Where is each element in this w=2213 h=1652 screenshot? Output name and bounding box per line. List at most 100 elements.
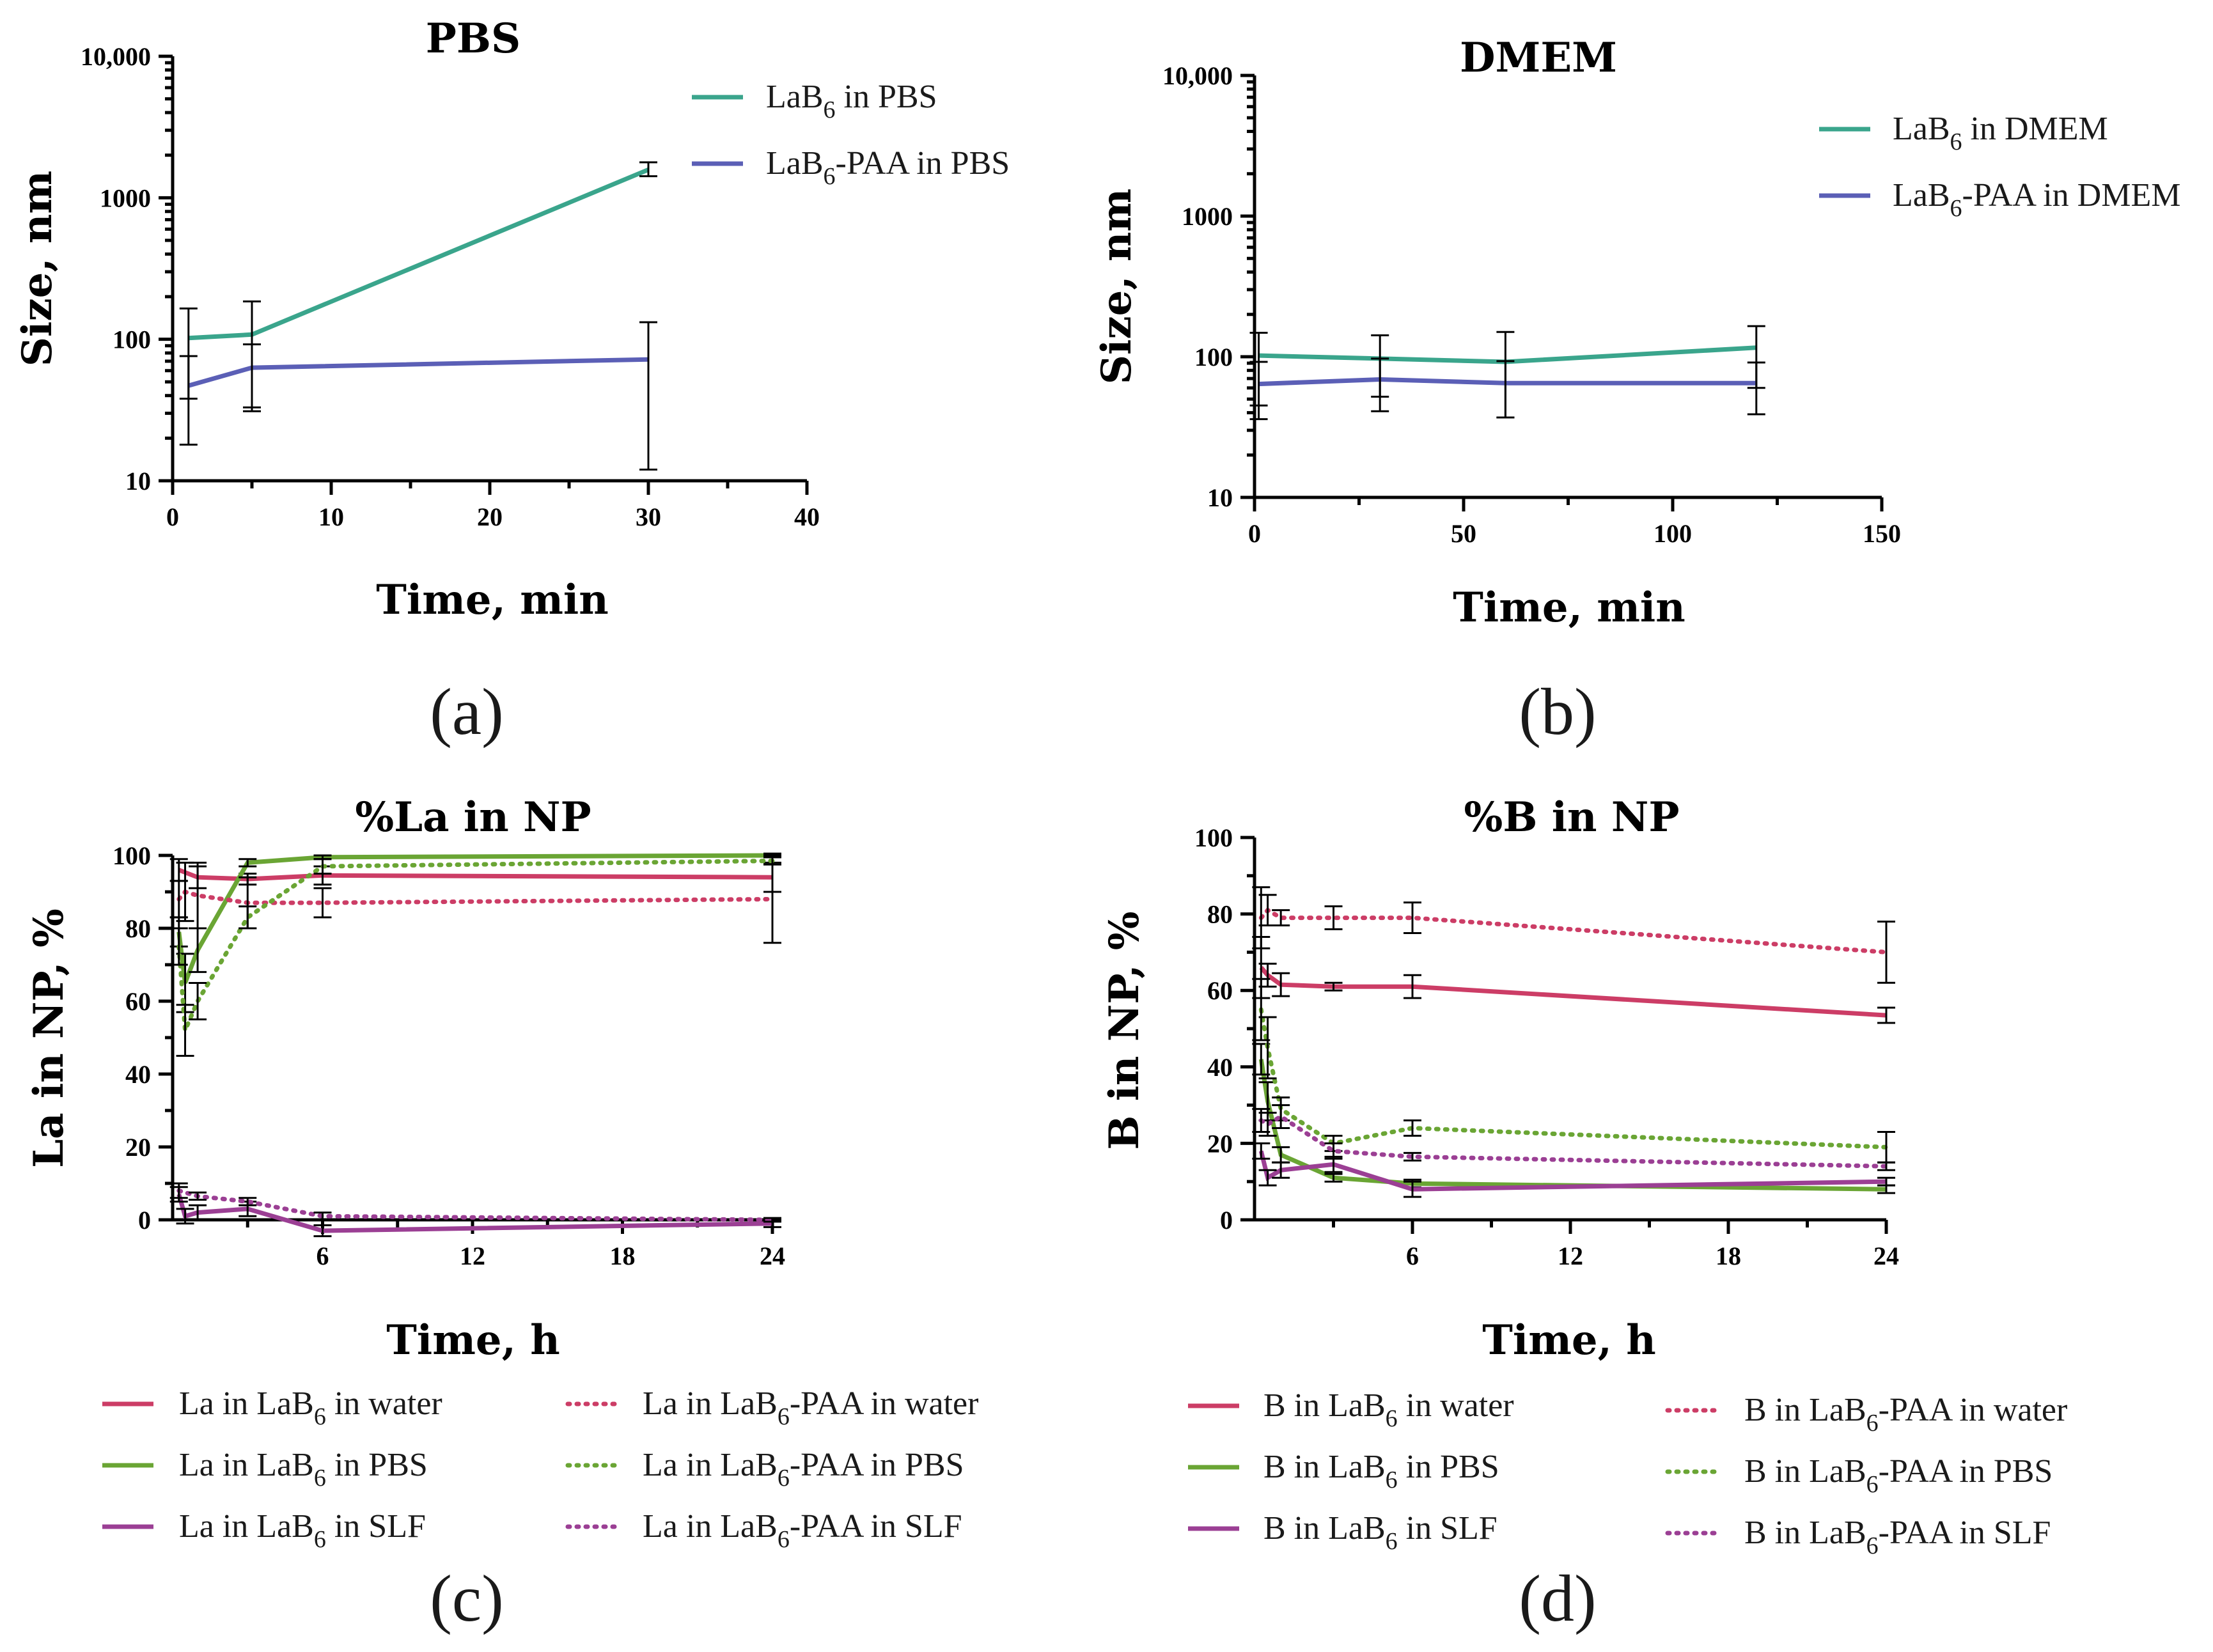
error-bar	[169, 927, 188, 966]
legend-label-base: La in LaB	[179, 1508, 314, 1545]
y-axis-label: Size, nm	[1093, 189, 1141, 384]
legend-item: B in LaB6-PAA in SLF	[1665, 1515, 2051, 1559]
error-bar	[1877, 1006, 1895, 1024]
legend-item: LaB6-PAA in DMEM	[1819, 177, 2180, 222]
legend-label-sub: 6	[1386, 1405, 1398, 1432]
legend-label-rest: -PAA in SLF	[1879, 1515, 2051, 1551]
legend-label-sub: 6	[1866, 1471, 1879, 1498]
legend-label-base: LaB	[1893, 111, 1950, 147]
error-bar	[1877, 1130, 1895, 1164]
legend-label-base: B in LaB	[1263, 1449, 1386, 1485]
y-tick-label: 80	[1207, 900, 1233, 929]
y-tick-label: 100	[1194, 823, 1233, 852]
series-b-in-lab6-in-water	[1252, 935, 1895, 1024]
legend-label-sub: 6	[824, 97, 836, 123]
error-bar	[1877, 1161, 1895, 1171]
legend-label: LaB6 in PBS	[766, 79, 937, 123]
y-tick-label: 80	[125, 914, 151, 943]
series-la-in-lab6-paa-in-pbs	[169, 856, 781, 1057]
legend-label: B in LaB6-PAA in PBS	[1744, 1453, 2053, 1498]
y-tick-label: 100	[113, 841, 151, 870]
chart-c: %La in NP 0 20 40 60 80 100 6 12 18 24 Time, h La in…	[25, 793, 978, 1635]
error-bar	[763, 854, 781, 944]
x-tick-label: 100	[1654, 519, 1692, 548]
y-tick-label: 60	[125, 987, 151, 1016]
series-line	[1258, 1007, 1889, 1149]
legend-label-sub: 6	[824, 163, 836, 190]
legend-label: B in LaB6 in SLF	[1263, 1510, 1497, 1555]
x-tick-label: 10	[318, 503, 344, 531]
y-tick-label: 10,000	[1162, 61, 1233, 90]
legend-label: La in LaB6 in PBS	[179, 1447, 428, 1492]
legend-item: B in LaB6-PAA in water	[1665, 1392, 2067, 1437]
legend-label-base: B in LaB	[1744, 1515, 1866, 1551]
legend-item: B in LaB6 in SLF	[1188, 1510, 1497, 1555]
legend: LaB6 in DMEM LaB6-PAA in DMEM	[1819, 111, 2180, 222]
error-bar	[1258, 1016, 1277, 1080]
series-line	[176, 889, 775, 905]
legend-label-base: LaB	[766, 79, 824, 115]
error-bar	[189, 982, 207, 1020]
error-bar	[1877, 1176, 1895, 1187]
error-bar	[1404, 1180, 1421, 1198]
error-bar	[1404, 1119, 1421, 1137]
series-line	[178, 868, 773, 882]
error-bar	[1272, 1146, 1290, 1164]
legend-label: La in LaB6 in water	[179, 1385, 442, 1430]
error-bar	[1404, 1151, 1421, 1162]
series-lab6-paa-in-dmem	[1249, 357, 1765, 421]
legend-label-base: La in LaB	[643, 1447, 778, 1483]
legend-label-base: LaB	[766, 145, 824, 182]
error-bar	[189, 1191, 207, 1201]
series-b-in-lab6-paa-in-pbs	[1252, 978, 1895, 1164]
legend-label-sub: 6	[1950, 129, 1962, 155]
legend-label: La in LaB6-PAA in water	[643, 1385, 978, 1430]
chart-title: %B in NP	[1464, 793, 1680, 841]
legend: LaB6 in PBS LaB6-PAA in PBS	[692, 79, 1010, 190]
series-line	[188, 168, 650, 341]
legend-label-base: B in LaB	[1744, 1453, 1866, 1490]
x-tick-label: 24	[760, 1242, 785, 1270]
x-axis-label: Time, min	[1453, 584, 1685, 632]
x-axis-label: Time, h	[1482, 1316, 1655, 1364]
legend-label-sub: 6	[314, 1403, 326, 1430]
y-tick-label: 20	[125, 1133, 151, 1162]
error-bar	[189, 1204, 207, 1221]
x-tick-label: 0	[1248, 519, 1261, 548]
legend-label-sub: 6	[778, 1526, 790, 1553]
x-tick-label: 12	[460, 1242, 485, 1270]
series-la-in-lab6-in-slf	[169, 1186, 781, 1238]
legend-label: LaB6-PAA in DMEM	[1893, 177, 2180, 222]
panel-label: (a)	[430, 675, 503, 749]
y-tick-label: 40	[125, 1060, 151, 1089]
chart-a: PBS 10 100 1000 10,000 0 10 20 30 40 Time, min Size…	[13, 15, 1010, 749]
legend-item: LaB6 in DMEM	[1819, 111, 2108, 155]
x-axis-label: Time, h	[386, 1316, 559, 1364]
legend-label-rest: -PAA in PBS	[1879, 1453, 2053, 1490]
series-line	[176, 1194, 773, 1233]
error-bar	[239, 1197, 257, 1206]
error-bar	[1324, 1142, 1343, 1160]
legend-item: LaB6 in PBS	[692, 79, 937, 123]
error-bar	[239, 858, 257, 868]
legend-label-rest: in SLF	[1398, 1510, 1497, 1547]
legend-item: LaB6-PAA in PBS	[692, 145, 1010, 190]
error-bar	[1272, 1161, 1290, 1179]
series-lab6-paa-in-pbs	[179, 321, 657, 471]
legend-label-sub: 6	[778, 1465, 790, 1492]
legend-item: B in LaB6 in PBS	[1188, 1449, 1499, 1493]
error-bar	[313, 1212, 332, 1221]
error-bar	[1877, 921, 1895, 984]
y-axis-label: B in NP, %	[1100, 911, 1148, 1149]
legend-label-sub: 6	[314, 1526, 326, 1553]
legend-label-base: B in LaB	[1744, 1392, 1866, 1428]
chart-title: DMEM	[1460, 34, 1617, 82]
x-axis-label: Time, min	[376, 576, 609, 624]
error-bar	[639, 321, 657, 471]
legend-label-rest: in water	[1398, 1387, 1514, 1424]
legend-item: La in LaB6-PAA in water	[565, 1385, 978, 1430]
error-bar	[1324, 905, 1343, 931]
